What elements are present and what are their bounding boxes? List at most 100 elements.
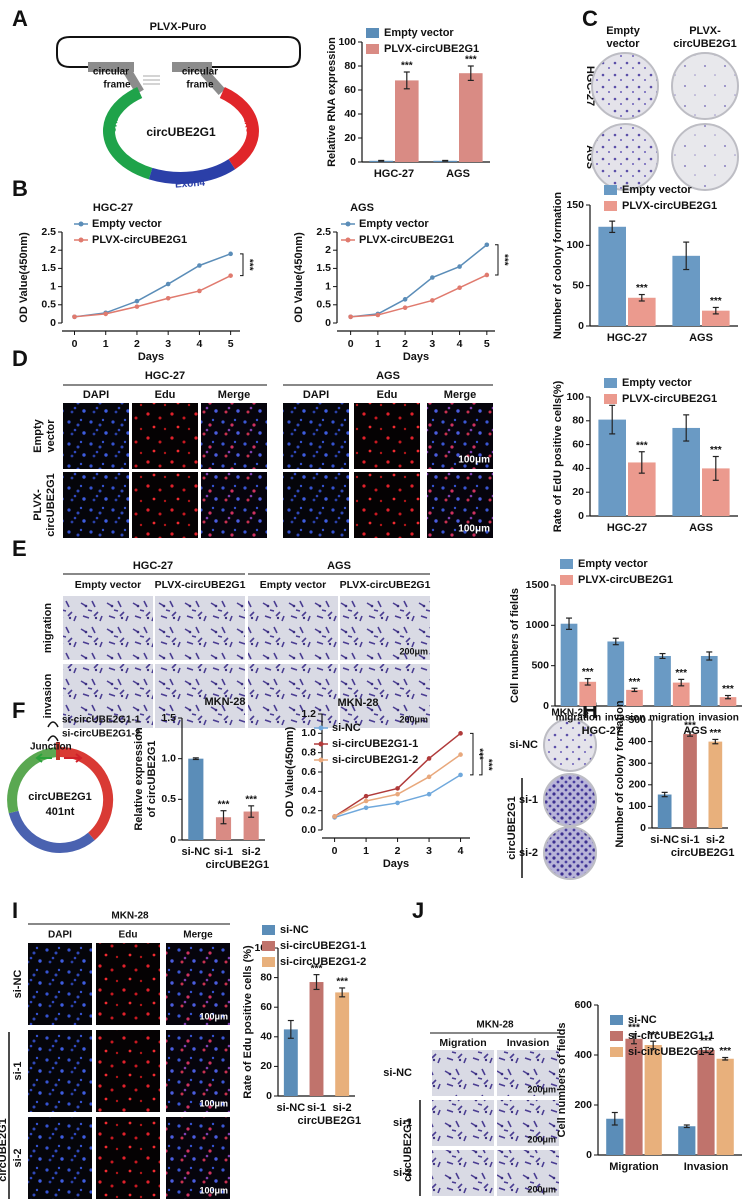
line [350,274,488,318]
y-tick-label: 2 [325,244,331,256]
x-tick-label: si-2 [333,1102,352,1114]
legend-label: PLVX-circUBE2G1 [359,234,454,246]
significance: *** [710,296,722,307]
bar [654,655,671,706]
label: si-1 [12,1062,24,1081]
label: Empty vector [75,579,142,591]
y-tick-label: 100 [338,36,356,48]
panel-letter: B [12,176,28,201]
micrograph [432,1100,494,1146]
y-tick-label: 1.5 [41,262,56,274]
group-label: HGC-27 [582,725,622,737]
y-tick-label: 40 [260,1031,272,1043]
y-axis-label: Relative expression [133,727,145,831]
x-tick-label: 5 [228,338,234,350]
colony-plate [591,52,659,120]
y-tick-label: 0.5 [161,793,176,805]
label: AGS [327,560,351,572]
point [228,273,233,278]
micrograph [283,403,349,469]
x-axis-label: Days [383,858,409,870]
micrograph [497,1050,559,1096]
x-tick-label: 2 [402,338,408,350]
bar [683,734,697,828]
label: vector [606,38,640,50]
label: Exon4 [175,178,206,191]
label: circUBE2G1 [146,125,216,139]
micrograph [248,664,338,728]
bar [626,689,643,706]
micrograph [28,1030,92,1112]
x-tick-label: HGC-27 [374,168,414,180]
significance: *** [582,667,594,678]
bar [606,1118,624,1155]
point [430,298,435,303]
label: 200μm [399,714,428,724]
label: si-2 [12,1149,24,1168]
legend-marker [318,741,324,747]
y-tick-label: 20 [572,486,584,498]
x-tick-label: si-1 [307,1102,326,1114]
significance: *** [218,799,230,810]
x-tick-label: migration [556,713,602,724]
x-tick-label: AGS [689,522,713,534]
label: Invasion [507,1037,550,1049]
label: PLVX- [32,489,44,521]
chart-title: MKN-28 [338,697,379,709]
point [458,772,463,778]
colony-plate [591,123,659,191]
x-tick-label: 1 [363,845,369,857]
bar [283,1029,298,1096]
micrograph [132,472,198,538]
legend-swatch [366,44,379,54]
label: invasion [42,673,54,718]
y-tick-label: 200 [574,1099,592,1111]
y-tick-label: 400 [628,735,646,747]
legend-marker [78,237,84,243]
y-tick-label: 0.5 [41,299,56,311]
y-axis-label: Number of colony formation [552,192,564,340]
label: migration [42,603,54,653]
legend-swatch [610,1015,623,1025]
y-tick-label: 100 [628,800,646,812]
label: Merge [444,389,476,401]
micrograph [28,1117,92,1199]
bar [459,73,483,162]
micrograph [432,1050,494,1096]
legend-marker [78,221,84,227]
legend-marker [318,757,324,763]
point [457,264,462,269]
point [134,304,140,309]
point [402,297,408,302]
significance: *** [245,794,257,805]
label: Empty [32,418,44,453]
legend-label: Empty vector [384,27,454,39]
legend-swatch [366,28,379,38]
legend-label: si-circUBE2G1-1 [332,738,418,750]
y-tick-label: 1.2 [301,708,316,720]
x-tick-label: migration [649,713,695,724]
label: vector [45,419,57,453]
chart-title: AGS [350,202,374,214]
x-tick-label: 1 [375,338,381,350]
point [426,756,432,761]
panel-letter: E [12,536,27,561]
legend-label: si-circUBE2G1-2 [628,1046,714,1058]
micrograph [283,472,349,538]
bar [215,817,232,840]
label: si-NC [509,739,538,751]
label: 100μm [199,1185,228,1195]
label: PLVX-circUBE2G1 [340,579,431,591]
significance-bracket [479,754,483,776]
label: si-1 [393,1117,412,1129]
legend-swatch [560,575,573,585]
significance: *** [401,61,413,72]
panel-letter: J [412,898,424,923]
colony-plate [543,773,597,827]
micrograph [166,1030,230,1112]
label: Migration [439,1037,486,1049]
significance: *** [636,440,648,451]
colony-plate [671,52,739,120]
y-tick-label: 0.6 [301,766,316,778]
y-tick-label: 150 [566,199,584,211]
